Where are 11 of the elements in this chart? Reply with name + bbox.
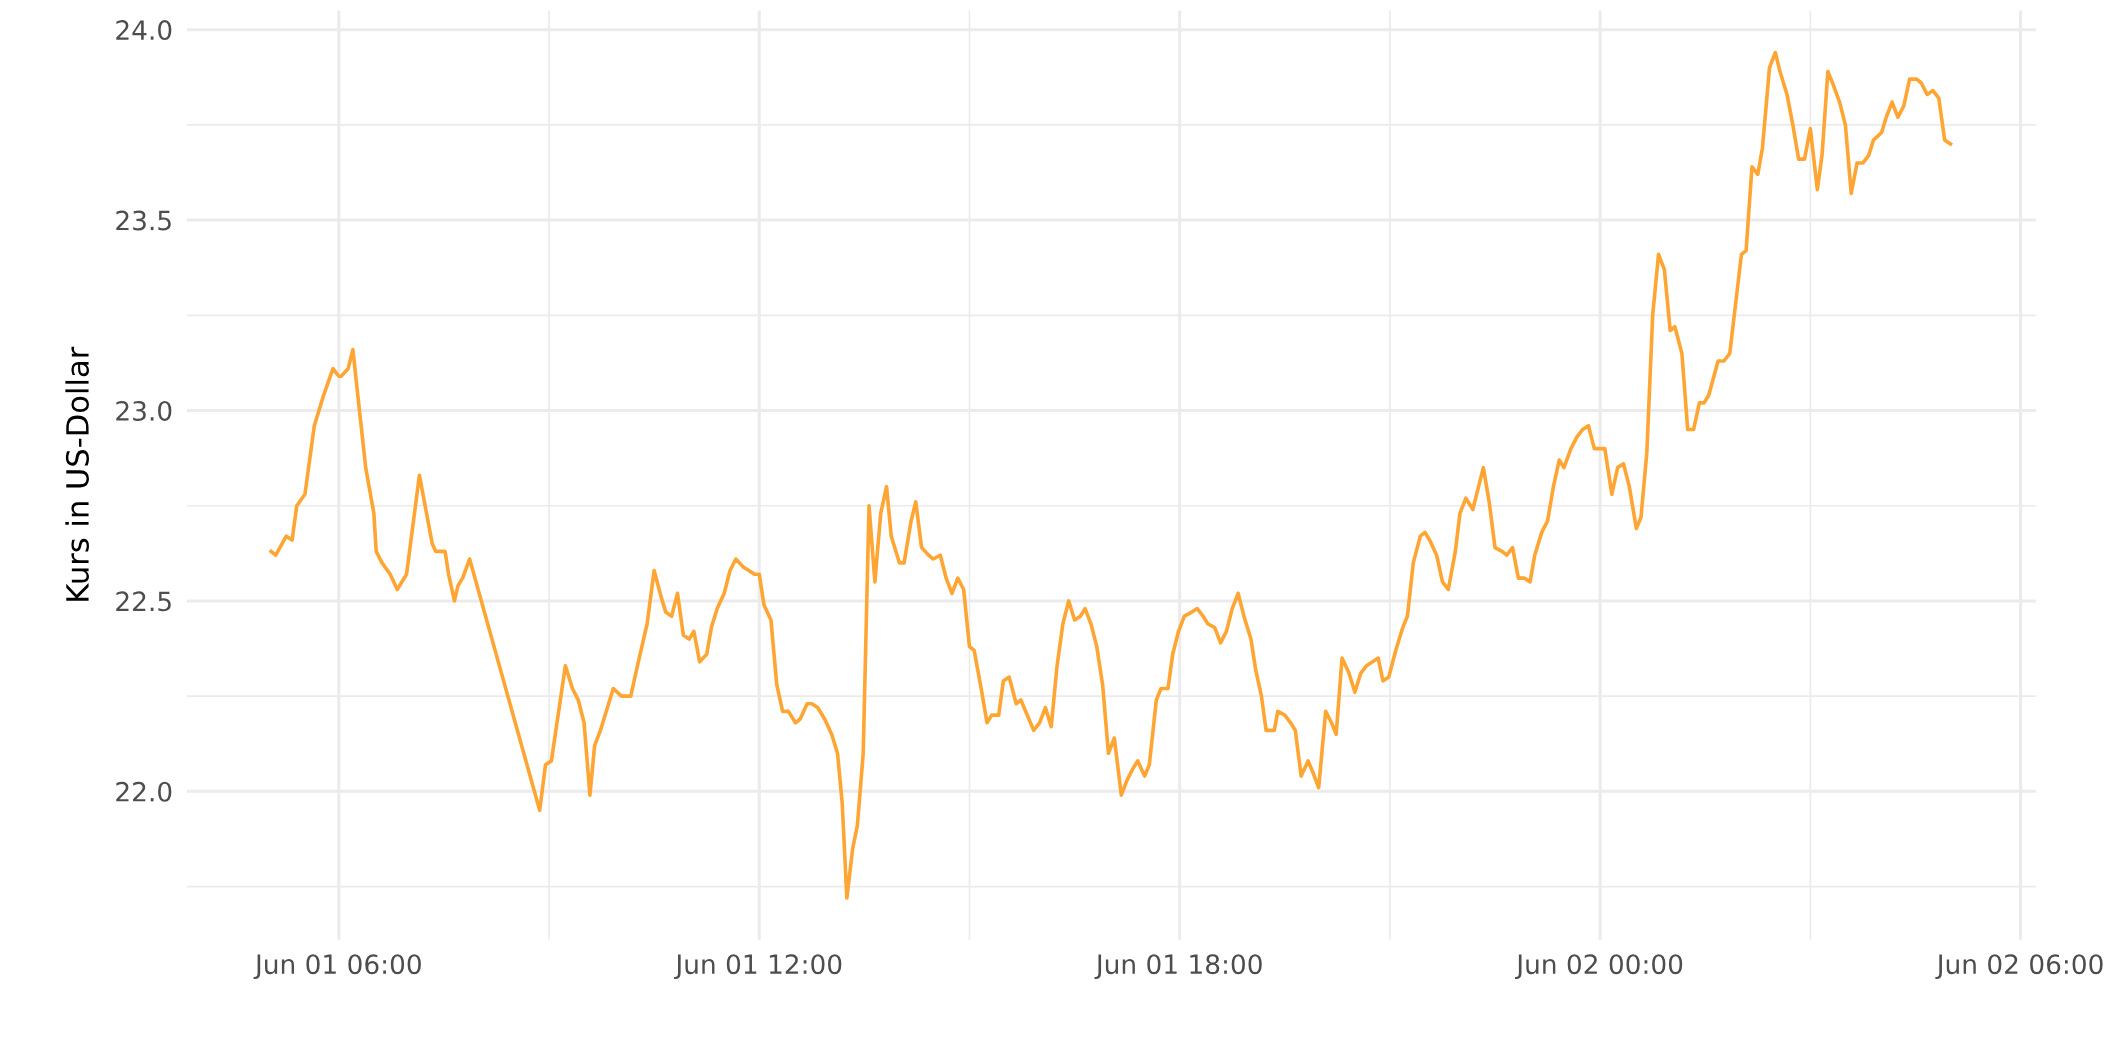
y-axis-title: Kurs in US-Dollar: [65, 346, 89, 601]
y-tick-label: 24.0: [116, 20, 172, 41]
x-tick-label: Jun 01 12:00: [674, 954, 842, 980]
x-tick-label: Jun 02 00:00: [1514, 954, 1683, 980]
x-tick-label: Jun 01 06:00: [253, 954, 421, 980]
x-tick-label: Jun 02 06:00: [1935, 954, 2103, 980]
y-tick-label: 22.0: [116, 781, 172, 802]
y-tick-label: 22.5: [116, 591, 171, 612]
y-tick-label: 23.5: [116, 210, 171, 231]
y-tick-label: 23.0: [116, 400, 172, 421]
x-tick-label: Jun 01 18:00: [1094, 954, 1262, 980]
